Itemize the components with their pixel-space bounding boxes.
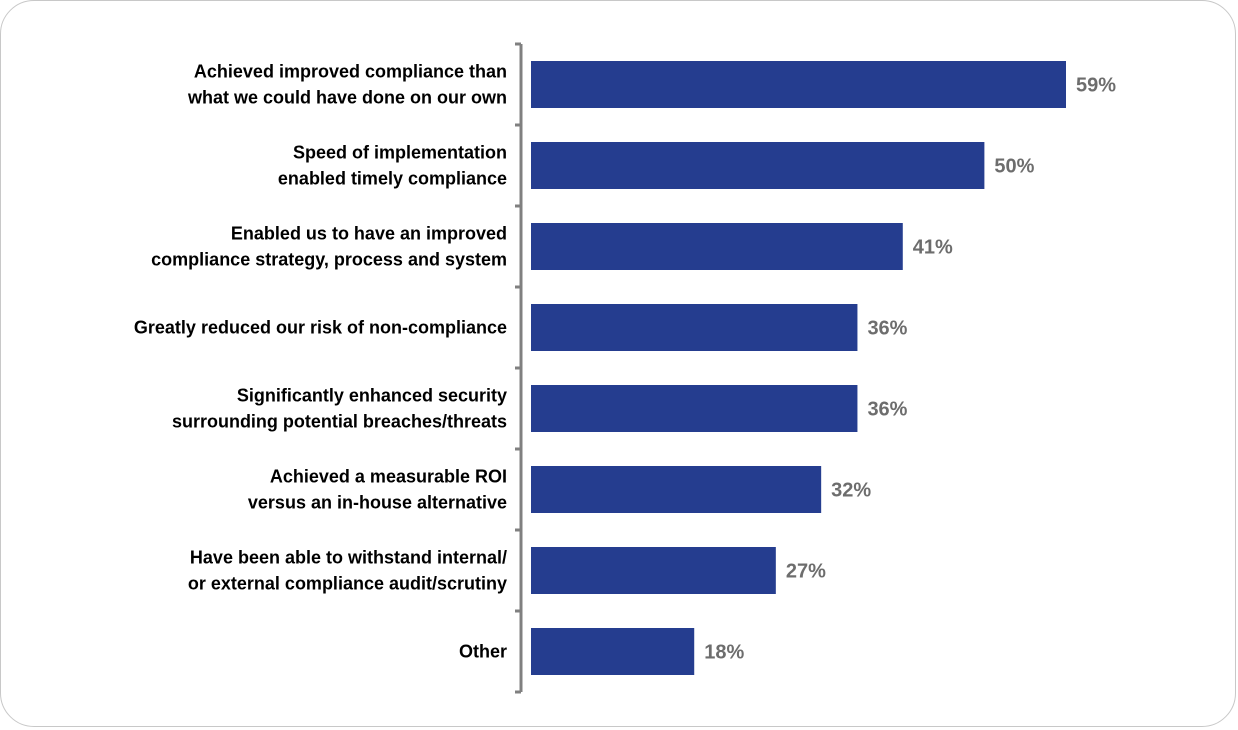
- value-labels: 59% 50% 41% 36% 36% 32% 27% 18%: [704, 75, 1116, 664]
- category-label: Enabled us to have an improved compliance…: [151, 224, 507, 270]
- category-label: Other: [459, 642, 507, 662]
- category-label: Speed of implementation enabled timely co…: [278, 143, 507, 189]
- value-label: 36%: [867, 318, 907, 340]
- bar: [531, 142, 985, 189]
- bars: [531, 61, 1066, 675]
- category-labels: Achieved improved compliance than what we…: [134, 62, 507, 662]
- value-label: 50%: [994, 156, 1034, 178]
- value-label: 59%: [1076, 75, 1116, 97]
- value-label: 18%: [704, 642, 744, 664]
- value-label: 41%: [913, 237, 953, 259]
- value-label: 32%: [831, 480, 871, 502]
- category-label: Greatly reduced our risk of non-complian…: [134, 318, 507, 338]
- bar: [531, 223, 903, 270]
- category-label: Significantly enhanced security surroundi…: [172, 386, 507, 432]
- bar: [531, 628, 695, 675]
- category-label: Have been able to withstand internal/or …: [188, 548, 507, 594]
- category-label: Achieved improved compliance than what we…: [187, 62, 507, 108]
- bar: [531, 385, 858, 432]
- y-axis: [515, 42, 523, 694]
- bar: [531, 547, 776, 594]
- category-label: Achieved a measurable ROI versus an in-ho…: [248, 467, 507, 513]
- bar: [531, 304, 858, 351]
- bar: [531, 466, 822, 513]
- value-label: 36%: [867, 399, 907, 421]
- value-label: 27%: [786, 561, 826, 583]
- bar: [531, 61, 1066, 108]
